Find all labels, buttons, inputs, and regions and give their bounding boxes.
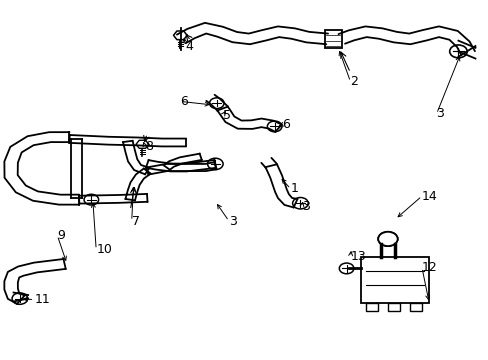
Text: 14: 14 bbox=[421, 190, 437, 203]
Text: 6: 6 bbox=[180, 95, 188, 108]
Bar bbox=[361, 257, 428, 303]
Bar bbox=[409, 303, 421, 311]
Text: 9: 9 bbox=[57, 229, 65, 242]
Text: 7: 7 bbox=[131, 215, 140, 228]
Bar bbox=[324, 30, 341, 48]
Text: 3: 3 bbox=[436, 107, 444, 120]
Circle shape bbox=[377, 232, 397, 246]
Text: 8: 8 bbox=[144, 140, 153, 153]
Text: 4: 4 bbox=[185, 40, 193, 53]
Text: 5: 5 bbox=[222, 109, 230, 122]
Text: 11: 11 bbox=[34, 293, 50, 306]
Text: 2: 2 bbox=[350, 75, 358, 88]
Text: 1: 1 bbox=[290, 183, 298, 195]
Text: 12: 12 bbox=[421, 261, 437, 274]
Text: 13: 13 bbox=[350, 250, 366, 263]
Bar bbox=[366, 303, 377, 311]
Circle shape bbox=[377, 232, 397, 246]
Text: 3: 3 bbox=[301, 200, 309, 213]
Text: 10: 10 bbox=[96, 243, 112, 256]
Bar bbox=[387, 303, 399, 311]
Text: 3: 3 bbox=[228, 215, 236, 228]
Text: 6: 6 bbox=[282, 118, 290, 131]
